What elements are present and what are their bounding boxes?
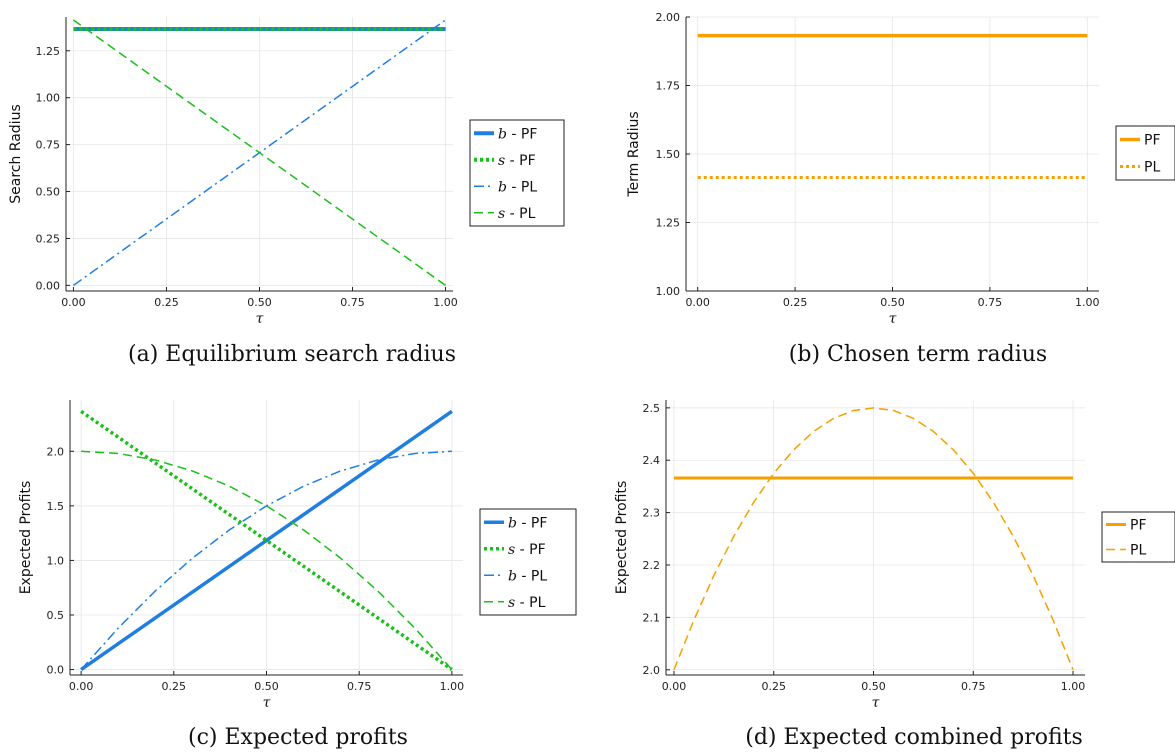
y-axis-label: Expected Profits	[18, 481, 34, 595]
series-line-b-pl	[80, 450, 452, 671]
y-axis-label: Search Radius	[8, 104, 24, 204]
legend-entry-s-pf: s - PF	[508, 542, 546, 558]
y-axis-label: Expected Profits	[614, 481, 630, 595]
x-axis-label: τ	[263, 695, 271, 711]
y-tick-label: 1.50	[656, 148, 681, 161]
y-tick-label: 1.00	[36, 92, 61, 105]
y-tick-label: 2.0	[47, 445, 65, 458]
legend-entry-b-pl: b - PL	[508, 568, 547, 584]
y-tick-label: 1.00	[656, 285, 681, 298]
legend-entry-b-pf: b - PF	[498, 126, 537, 142]
y-tick-label: 0.75	[36, 139, 61, 152]
legend: PF PL	[1115, 125, 1175, 181]
legend-entry-b-pf: b - PF	[508, 515, 547, 531]
series-line-pl	[673, 407, 1074, 671]
legend-entry-s-pl: s - PL	[508, 595, 546, 611]
x-tick-label: 0.25	[154, 296, 179, 309]
x-tick-label: 0.00	[61, 296, 86, 309]
y-tick-label: 2.0	[643, 664, 661, 677]
x-tick-label: 1.00	[433, 296, 458, 309]
y-tick-label: 1.25	[36, 45, 61, 58]
legend-box	[479, 508, 577, 616]
y-tick-label: 0.25	[36, 232, 61, 245]
panel-c: 0.00 0.25 0.50 0.75 1.00 0.0 0.5 1.0 1.5 2.0 τ Expe…	[18, 400, 577, 750]
series-line-b-pf	[80, 409, 453, 671]
x-tick-label: 0.25	[162, 680, 187, 693]
y-tick-label: 0.5	[47, 609, 65, 622]
x-tick-label: 0.75	[347, 680, 372, 693]
x-tick-label: 0.50	[861, 680, 886, 693]
y-tick-label: 2.5	[643, 402, 661, 415]
legend-box	[1101, 511, 1175, 563]
x-tick-label: 0.75	[978, 296, 1003, 309]
x-tick-label: 0.50	[254, 680, 279, 693]
x-tick-label: 0.50	[880, 296, 905, 309]
x-tick-label: 0.75	[340, 296, 365, 309]
x-axis-label: τ	[872, 695, 880, 711]
y-tick-label: 1.25	[656, 217, 681, 230]
series-line-s-pl	[73, 19, 446, 286]
x-tick-label: 0.50	[247, 296, 272, 309]
legend-entry-pf: PF	[1144, 133, 1161, 149]
panel-caption: (b) Chosen term radius	[789, 342, 1047, 367]
y-tick-label: 2.3	[643, 507, 661, 520]
y-tick-label: 2.00	[656, 11, 681, 24]
x-tick-label: 0.00	[69, 680, 94, 693]
x-tick-label: 1.00	[440, 680, 465, 693]
y-tick-label: 1.0	[47, 554, 65, 567]
x-tick-label: 0.00	[685, 296, 710, 309]
x-tick-label: 0.75	[961, 680, 986, 693]
x-tick-label: 1.00	[1075, 296, 1100, 309]
legend-entry-s-pl: s - PL	[498, 206, 536, 222]
x-tick-label: 1.00	[1061, 680, 1086, 693]
y-tick-label: 2.1	[643, 611, 661, 624]
panel-caption: (a) Equilibrium search radius	[128, 342, 456, 367]
panel-b: 0.00 0.25 0.50 0.75 1.00 1.00 1.25 1.50 1.75 2.00…	[626, 11, 1175, 367]
panel-d: 0.00 0.25 0.50 0.75 1.00 2.0 2.1 2.2 2.3 2.4 2.5 τ E…	[614, 400, 1175, 750]
x-axis-label: τ	[889, 311, 897, 327]
y-tick-label: 1.5	[47, 500, 65, 513]
legend-entry-pf: PF	[1130, 518, 1147, 534]
x-axis-label: τ	[256, 311, 264, 327]
y-axis-label: Term Radius	[626, 111, 642, 197]
legend: b - PF s - PF b - PL s - PL	[469, 119, 565, 227]
y-tick-label: 2.4	[643, 454, 661, 467]
legend: b - PF s - PF b - PL s - PL	[479, 508, 577, 616]
y-tick-label: 0.0	[47, 664, 65, 677]
legend-entry-b-pl: b - PL	[498, 179, 537, 195]
panel-a: 0.00 0.25 0.50 0.75 1.00 0.00 0.25 0.50 0.75 1.00…	[8, 17, 565, 367]
x-tick-label: 0.25	[761, 680, 786, 693]
y-tick-label: 2.2	[643, 559, 661, 572]
legend-entry-pl: PL	[1144, 160, 1160, 176]
legend: PF PL	[1101, 511, 1175, 563]
x-tick-label: 0.25	[783, 296, 808, 309]
y-tick-label: 1.75	[656, 80, 681, 93]
legend-entry-s-pf: s - PF	[498, 153, 536, 169]
series-line-s-pl	[81, 450, 453, 671]
x-tick-label: 0.00	[662, 680, 687, 693]
panel-caption: (d) Expected combined profits	[745, 725, 1083, 750]
legend-box	[469, 119, 565, 227]
panel-caption: (c) Expected profits	[188, 725, 408, 750]
legend-entry-pl: PL	[1130, 543, 1146, 559]
y-tick-label: 0.50	[36, 186, 61, 199]
y-tick-label: 0.00	[36, 279, 61, 292]
legend-box	[1115, 125, 1175, 181]
